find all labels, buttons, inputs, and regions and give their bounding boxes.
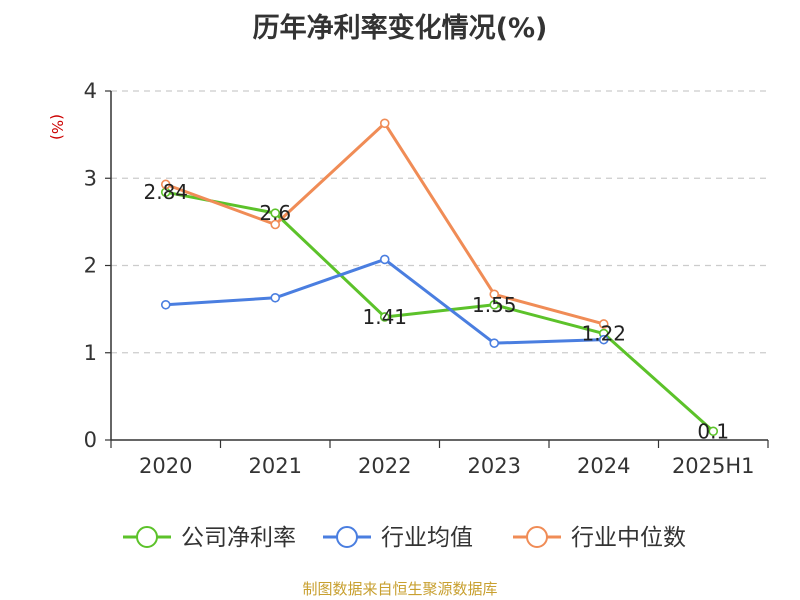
legend-label: 行业中位数 <box>571 525 686 551</box>
data-point <box>270 292 281 303</box>
legend-marker <box>136 526 158 548</box>
data-point <box>379 118 390 129</box>
data-point <box>270 208 281 218</box>
legend-marker <box>336 526 358 548</box>
data-label: 2.84 <box>143 180 188 204</box>
gridlines <box>111 90 768 354</box>
legend-label: 公司净利率 <box>181 525 296 551</box>
x-tick-label: 2023 <box>468 454 521 478</box>
data-point <box>708 426 719 437</box>
chart-title: 历年净利率变化情况(%) <box>252 13 548 44</box>
source-note: 制图数据来自恒生聚源数据库 <box>302 580 498 598</box>
data-point <box>160 179 171 190</box>
data-labels: 2.84 2.6 1.41 1.55 1.22 0.1 <box>143 180 729 443</box>
data-point <box>598 334 609 345</box>
data-label: 1.55 <box>472 293 517 317</box>
data-point <box>489 338 500 348</box>
data-label: 2.6 <box>259 201 291 225</box>
data-label: 1.22 <box>581 322 626 346</box>
series-line-1 <box>165 257 604 345</box>
data-point <box>598 319 609 329</box>
data-point <box>160 299 171 310</box>
y-tick-label: 1 <box>84 341 97 365</box>
data-point <box>379 254 390 265</box>
data-point <box>489 289 500 300</box>
legend-marker <box>526 526 548 548</box>
axes: 0 1 2 3 4 (%) 2020 2021 2022 2023 2024 2025H1 <box>48 79 769 478</box>
legend-label: 行业均值 <box>381 525 473 551</box>
y-tick-label: 2 <box>84 254 97 278</box>
series-line-0 <box>165 190 715 433</box>
x-tick-label: 2021 <box>249 454 302 478</box>
y-tick-label: 3 <box>84 166 97 190</box>
legend: 公司净利率 行业均值 行业中位数 <box>123 525 686 551</box>
data-point <box>379 312 390 322</box>
data-point <box>270 219 281 230</box>
y-axis-label: (%) <box>48 114 66 140</box>
x-tick-label: 2025H1 <box>672 454 755 478</box>
series-lines <box>160 118 719 437</box>
y-tick-label: 4 <box>84 79 97 103</box>
series-line-2 <box>165 121 605 326</box>
x-tick-label: 2020 <box>139 454 192 478</box>
x-tick-label: 2024 <box>577 454 630 478</box>
data-label: 0.1 <box>697 419 729 443</box>
y-tick-label: 0 <box>84 428 97 452</box>
data-point <box>489 299 500 310</box>
x-tick-label: 2022 <box>358 454 411 478</box>
data-label: 1.41 <box>362 305 407 329</box>
